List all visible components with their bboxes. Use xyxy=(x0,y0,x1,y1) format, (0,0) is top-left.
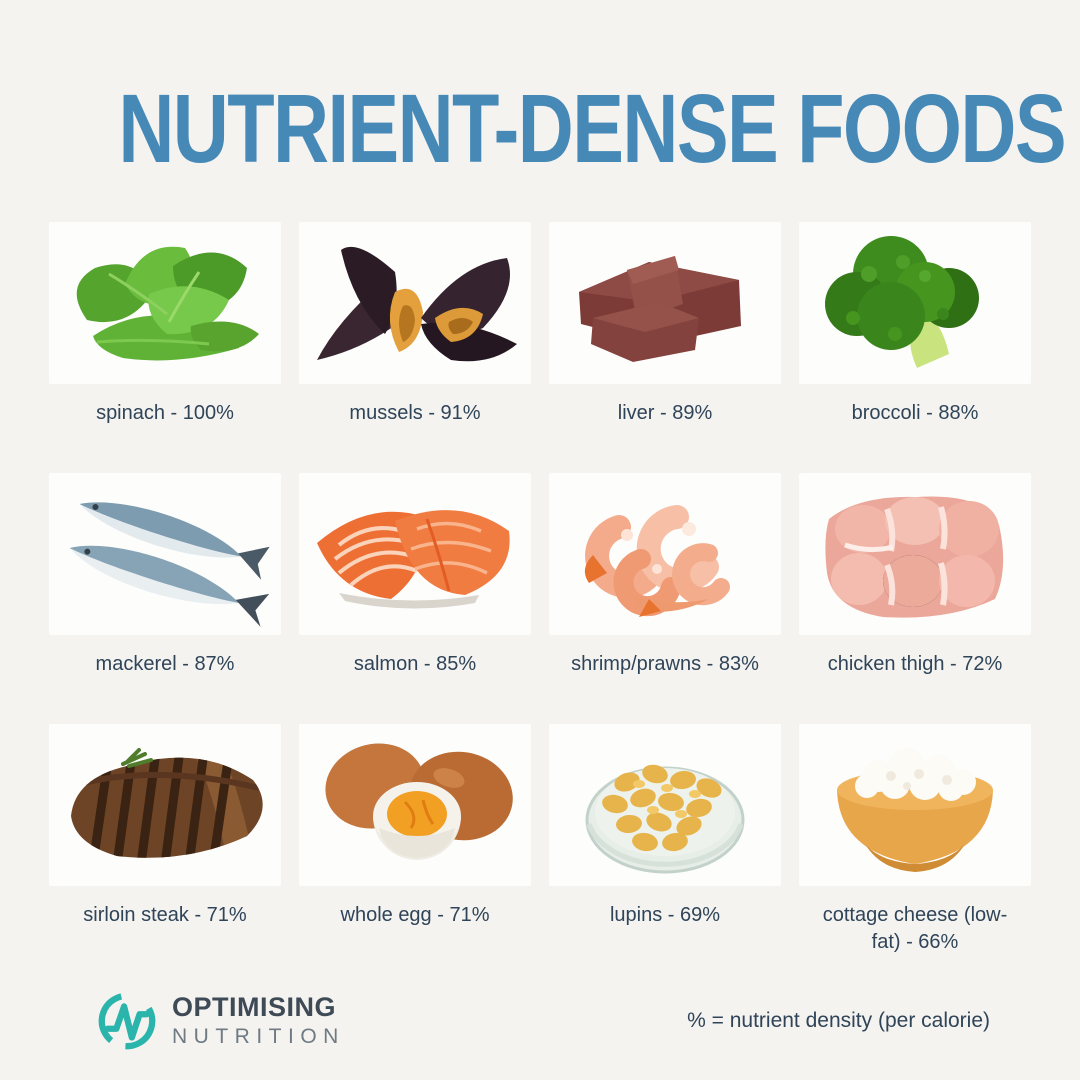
food-cell-salmon: salmon - 85% xyxy=(295,472,535,678)
food-cell-shrimp: shrimp/prawns - 83% xyxy=(545,472,785,678)
food-cell-chicken-thigh: chicken thigh - 72% xyxy=(795,472,1035,678)
header: NUTRIENT-DENSE FOODS xyxy=(0,0,1080,180)
food-cell-whole-egg: whole egg - 71% xyxy=(295,723,535,956)
food-cell-mackerel: mackerel - 87% xyxy=(45,472,285,678)
food-label: broccoli - 88% xyxy=(851,401,979,424)
spinach-image xyxy=(49,221,281,384)
food-grid: spinach - 100% mussels - 91% xyxy=(45,221,1035,956)
food-label: mackerel - 87% xyxy=(95,652,235,675)
optimising-nutrition-logo-icon xyxy=(96,990,158,1052)
mussels-image xyxy=(299,221,531,384)
food-cell-lupins: lupins - 69% xyxy=(545,723,785,956)
broccoli-image xyxy=(799,221,1031,384)
page-title: NUTRIENT-DENSE FOODS xyxy=(118,74,1066,183)
food-cell-sirloin-steak: sirloin steak - 71% xyxy=(45,723,285,956)
food-cell-spinach: spinach - 100% xyxy=(45,221,285,427)
food-cell-cottage-cheese: cottage cheese (low-fat) - 66% xyxy=(795,723,1035,956)
food-label: mussels - 91% xyxy=(349,401,481,424)
food-label: lupins - 69% xyxy=(609,903,721,926)
liver-image xyxy=(549,221,781,384)
brand-name-line1: OPTIMISING xyxy=(172,992,337,1023)
footnote: % = nutrient density (per calorie) xyxy=(687,1008,990,1032)
food-label: cottage cheese (low-fat) - 66% xyxy=(822,903,1008,953)
sirloin-steak-image xyxy=(49,723,281,886)
brand-name-line2: NUTRITION xyxy=(172,1025,345,1049)
food-cell-liver: liver - 89% xyxy=(545,221,785,427)
food-cell-mussels: mussels - 91% xyxy=(295,221,535,427)
food-cell-broccoli: broccoli - 88% xyxy=(795,221,1035,427)
food-label: whole egg - 71% xyxy=(340,903,490,926)
food-label: shrimp/prawns - 83% xyxy=(571,652,759,675)
lupins-image xyxy=(549,723,781,886)
mackerel-image xyxy=(49,472,281,635)
cottage-cheese-image xyxy=(799,723,1031,886)
whole-egg-image xyxy=(299,723,531,886)
salmon-image xyxy=(299,472,531,635)
brand-logo: OPTIMISING NUTRITION xyxy=(96,990,345,1052)
food-label: chicken thigh - 72% xyxy=(827,652,1003,675)
food-label: spinach - 100% xyxy=(96,401,234,424)
food-label: salmon - 85% xyxy=(353,652,477,675)
food-label: liver - 89% xyxy=(617,401,713,424)
chicken-thigh-image xyxy=(799,472,1031,635)
footer: OPTIMISING NUTRITION % = nutrient densit… xyxy=(96,990,990,1052)
brand-text: OPTIMISING NUTRITION xyxy=(172,992,345,1049)
food-label: sirloin steak - 71% xyxy=(83,903,247,926)
shrimp-image xyxy=(549,472,781,635)
